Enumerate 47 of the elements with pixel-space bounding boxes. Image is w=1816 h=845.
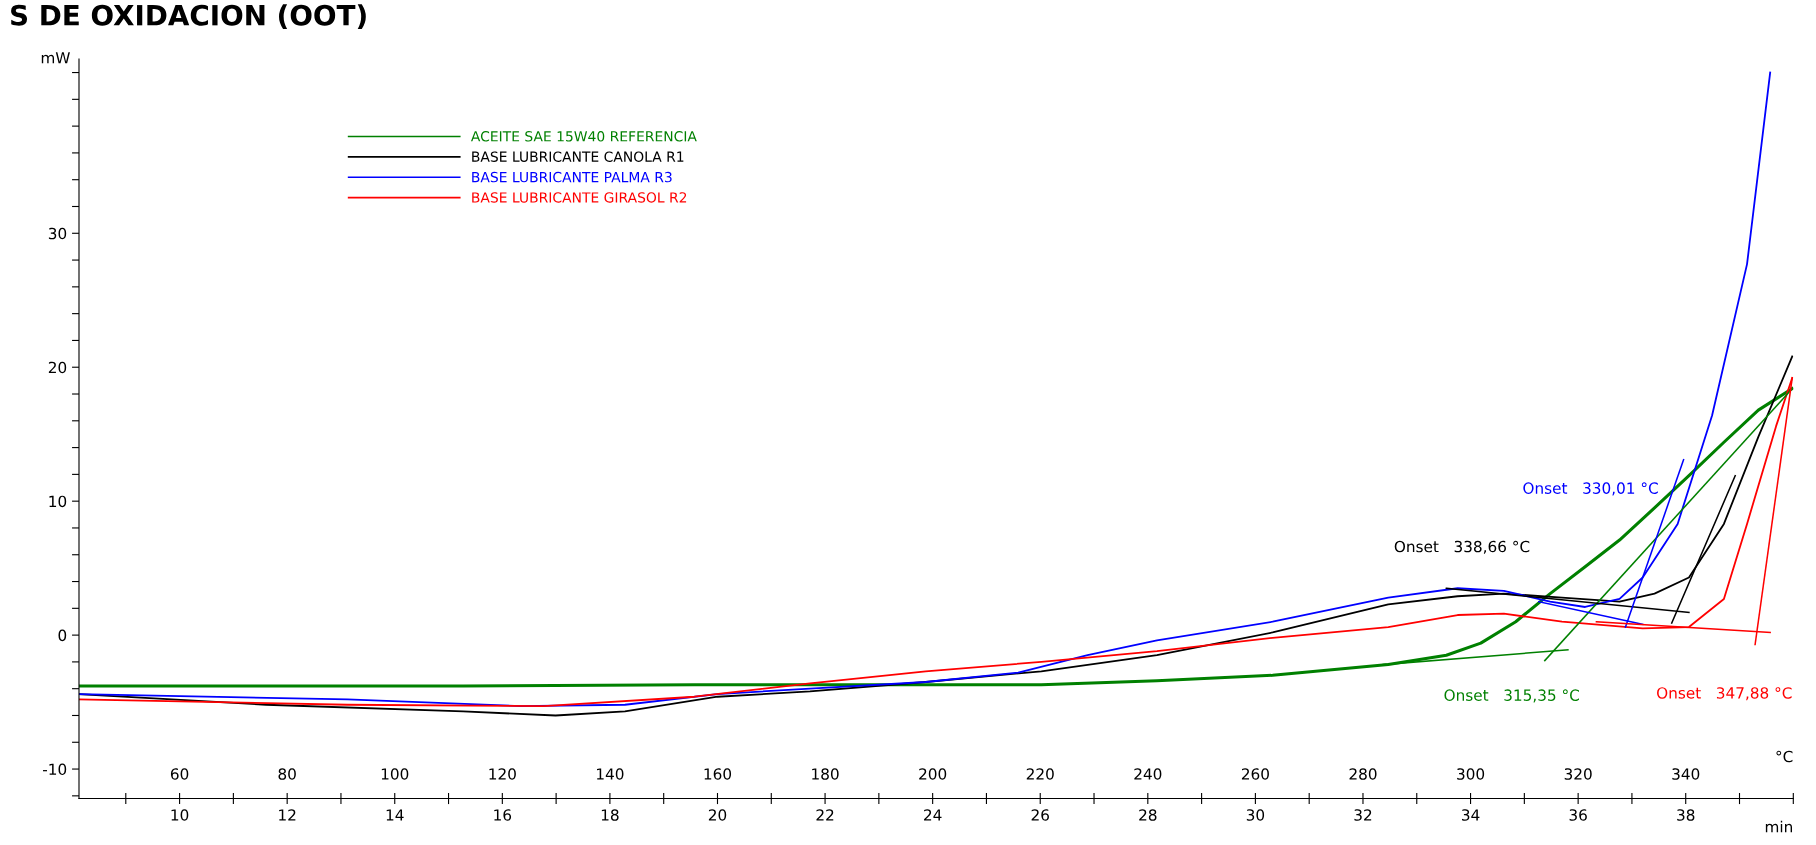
x-tick-label: 36 xyxy=(1569,809,1587,821)
x2-tick-label: 300 xyxy=(1457,768,1485,780)
text: BASE LUBRICANTE GIRASOL R2 xyxy=(472,192,687,203)
annotation: Onset 338,66 °C xyxy=(1394,540,1530,554)
text: ACEITE SAE 15W40 REFERENCIA xyxy=(470,131,697,142)
x2-tick-label: 60 xyxy=(170,768,189,780)
x2-tick-label: 340 xyxy=(1672,768,1700,780)
x-tick-label: 38 xyxy=(1677,809,1695,821)
x-tick-label: 22 xyxy=(816,809,834,821)
x-tick-label: 26 xyxy=(1031,809,1049,821)
text: BASE LUBRICANTE PALMA R3 xyxy=(472,171,672,183)
chart-title: S DE OXIDACION (OOT) xyxy=(11,4,366,29)
x2-tick-label: 140 xyxy=(597,768,624,780)
x2-tick-label: 120 xyxy=(489,768,516,780)
x2-tick-label: 180 xyxy=(812,768,839,780)
x-tick-label: 30 xyxy=(1246,809,1265,821)
x-tick-label: 28 xyxy=(1139,809,1157,821)
x-tick-label: 14 xyxy=(386,809,404,821)
x-tick-label: 34 xyxy=(1462,809,1480,821)
x2-tick-label: 240 xyxy=(1134,768,1162,780)
y-tick-label: 10 xyxy=(49,495,67,508)
x-tick-label: 16 xyxy=(494,809,512,821)
y-tick-label: 20 xyxy=(48,361,67,374)
x2-tick-label: 280 xyxy=(1349,768,1377,780)
x-tick-label: 20 xyxy=(708,809,727,821)
annotation: Onset 330,01 °C xyxy=(1523,482,1658,496)
y-tick-label: 0 xyxy=(58,629,67,642)
x2-tick-label: 200 xyxy=(919,768,947,780)
x2-axis-title: °C xyxy=(1776,750,1793,763)
y-tick-label: 30 xyxy=(48,227,67,240)
x2-tick-label: 320 xyxy=(1564,768,1592,780)
x2-tick-label: 220 xyxy=(1026,768,1054,780)
x-tick-label: 32 xyxy=(1354,809,1372,821)
x-tick-label: 24 xyxy=(924,809,942,821)
x-tick-label: 10 xyxy=(171,809,189,821)
x2-tick-label: 260 xyxy=(1241,768,1269,780)
x-tick-label: 18 xyxy=(601,809,619,821)
annotation: Onset 315,35 °C xyxy=(1444,689,1579,703)
x-tick-label: 12 xyxy=(279,809,296,821)
x2-tick-label: 160 xyxy=(704,768,732,780)
text: BASE LUBRICANTE CANOLA R1 xyxy=(472,151,684,162)
y-tick-label: -10 xyxy=(42,763,67,776)
y-axis-title: mW xyxy=(41,52,70,64)
x-axis-title: min xyxy=(1765,820,1792,833)
annotation: Onset 347,88 °C xyxy=(1657,687,1792,701)
x2-tick-label: 80 xyxy=(278,768,296,780)
x2-tick-label: 100 xyxy=(381,768,409,780)
